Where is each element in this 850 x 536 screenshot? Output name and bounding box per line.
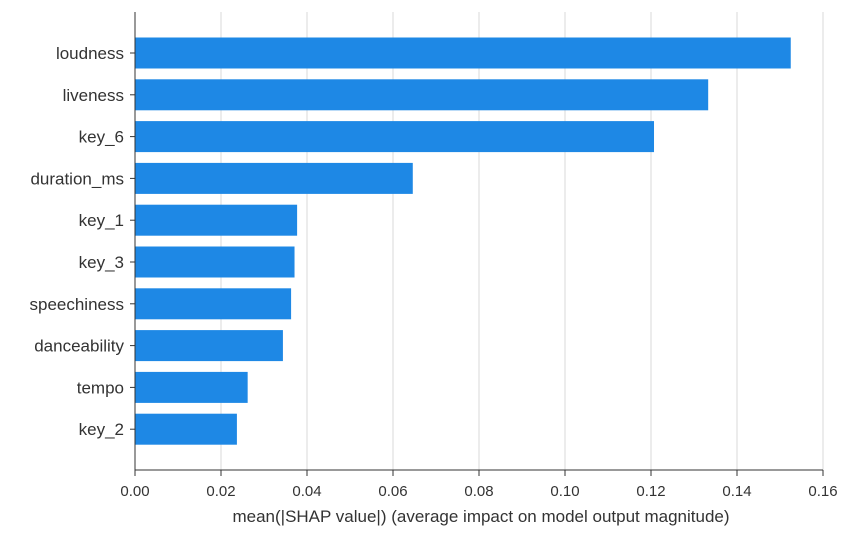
x-tick-label: 0.06: [378, 483, 407, 500]
category-label: liveness: [63, 86, 124, 105]
bar: [135, 79, 709, 111]
x-tick-label: 0.10: [550, 483, 579, 500]
bar: [135, 371, 248, 403]
x-tick-label: 0.02: [206, 483, 235, 500]
category-label: speechiness: [29, 295, 124, 314]
category-label: key_3: [79, 253, 124, 272]
category-label: key_1: [79, 211, 124, 230]
category-label: key_2: [79, 420, 124, 439]
x-tick-label: 0.08: [464, 483, 493, 500]
x-axis: 0.00 0.02 0.04 0.06 0.08 0.10 0.12 0.14 0.16: [120, 12, 838, 500]
category-label: danceability: [34, 337, 124, 356]
x-axis-title: mean(|SHAP value|) (average impact on mo…: [232, 507, 729, 526]
x-tick-label: 0.12: [636, 483, 665, 500]
x-tick-label: 0.14: [722, 483, 751, 500]
bar: [135, 246, 295, 278]
bar: [135, 204, 298, 236]
bar: [135, 162, 413, 194]
category-label: duration_ms: [30, 169, 124, 188]
category-label: loudness: [56, 44, 124, 63]
bar: [135, 288, 292, 320]
x-tick-label: 0.16: [808, 483, 837, 500]
x-tick-label: 0.04: [292, 483, 321, 500]
category-label: key_6: [79, 128, 124, 147]
x-tick-label: 0.00: [120, 483, 149, 500]
bars: [135, 37, 791, 445]
bar: [135, 37, 791, 69]
bar: [135, 121, 655, 153]
bar: [135, 330, 283, 362]
category-labels: loudness liveness key_6 duration_ms key_1key…: [29, 44, 124, 439]
bar: [135, 413, 237, 445]
category-label: tempo: [77, 378, 124, 397]
